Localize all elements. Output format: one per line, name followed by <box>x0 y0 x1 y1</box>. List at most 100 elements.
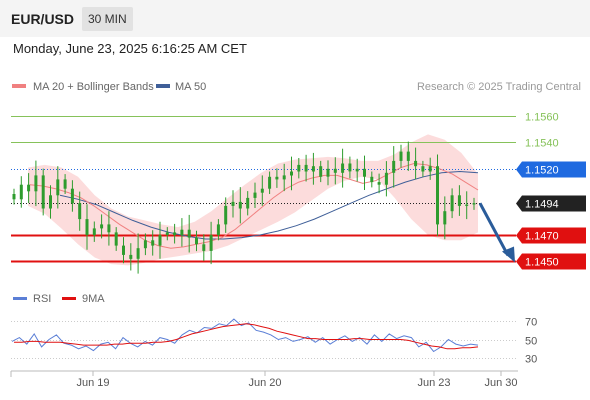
candle-body <box>275 176 279 180</box>
candle-body <box>209 235 213 251</box>
ma20-legend-label: MA 20 + Bollinger Bands <box>33 81 154 93</box>
candle-body <box>202 244 206 251</box>
candle-body <box>304 164 308 172</box>
ma50-legend-swatch <box>156 84 170 88</box>
candle-body <box>92 228 96 235</box>
candle-body <box>122 245 125 255</box>
candle-body <box>246 197 250 209</box>
level-label-box <box>516 195 586 212</box>
candles <box>12 141 476 274</box>
candle-body <box>370 176 374 183</box>
rsi-tick-label: 30 <box>525 354 537 366</box>
x-axis: Jun 19 Jun 20 Jun 23 Jun 30 <box>76 371 518 389</box>
rsi-legend-swatch <box>13 297 27 300</box>
candle-body <box>333 168 337 173</box>
candle-body <box>100 224 104 229</box>
candle-body <box>85 219 89 235</box>
level-label: 1.1540 <box>525 138 559 150</box>
candle-body <box>421 166 425 172</box>
candle-body <box>114 232 118 246</box>
rsi-legend: RSI 9MA <box>13 293 105 305</box>
level-label-box <box>516 227 586 244</box>
candle-body <box>238 201 242 209</box>
candle-body <box>319 166 323 177</box>
candle-body <box>70 188 74 204</box>
candle-body <box>129 254 133 259</box>
candle-body <box>311 166 315 172</box>
chart-header: EUR/USD 30 MIN <box>0 0 590 37</box>
candle-body <box>363 168 366 177</box>
candle-body <box>450 195 454 212</box>
ma20-legend-swatch <box>12 84 26 88</box>
ma50-legend-label: MA 50 <box>175 81 206 93</box>
rsi-tick-label: 50 <box>525 336 537 348</box>
level-label-box <box>516 253 586 270</box>
candle-body <box>428 166 432 172</box>
x-tick-label: Jun 20 <box>248 377 281 389</box>
level-label-box <box>516 161 586 178</box>
candle-body <box>297 164 301 172</box>
x-tick-label: Jun 30 <box>484 377 517 389</box>
candle-body <box>19 184 23 200</box>
candle-body <box>49 195 52 209</box>
candle-body <box>341 163 345 173</box>
rsi-ma-legend-label: 9MA <box>82 293 105 305</box>
forecast-arrow <box>478 202 515 263</box>
candle-body <box>377 182 381 185</box>
ma20-line <box>29 162 479 249</box>
level-label: 1.1560 <box>525 112 559 124</box>
credit-text: Research © 2025 Trading Central <box>417 81 581 93</box>
candle-body <box>253 192 257 198</box>
candle-body <box>260 188 264 193</box>
candle-body <box>107 224 111 233</box>
candle-body <box>414 160 418 167</box>
candle-body <box>290 171 293 176</box>
candle-body <box>465 204 469 206</box>
timeframe-button[interactable]: 30 MIN <box>82 7 133 31</box>
rsi-grid: 70 50 30 <box>11 317 537 366</box>
rsi-ma-legend-swatch <box>62 297 76 300</box>
candle-body <box>143 240 147 249</box>
rsi-ma-line <box>14 323 479 350</box>
candle-body <box>457 195 461 206</box>
candle-body <box>231 201 235 206</box>
candle-body <box>384 172 388 185</box>
candle-body <box>443 211 447 225</box>
price-legend: MA 20 + Bollinger Bands MA 50 <box>12 81 206 93</box>
candle-body <box>151 240 155 246</box>
candle-body <box>268 176 272 189</box>
candle-body <box>224 205 228 225</box>
rsi-tick-label: 70 <box>525 317 537 329</box>
candle-body <box>195 237 198 245</box>
candle-body <box>436 166 439 225</box>
candle-body <box>12 194 16 200</box>
x-tick-label: Jun 19 <box>76 377 109 389</box>
candle-body <box>34 175 38 192</box>
candle-body <box>355 168 359 172</box>
candle-body <box>216 224 220 235</box>
candle-body <box>406 151 410 161</box>
candle-body <box>27 184 31 192</box>
candle-body <box>63 179 67 189</box>
rsi-legend-label: RSI <box>33 293 51 305</box>
level-label: 1.1450 <box>525 257 559 269</box>
ma50-line <box>59 170 479 240</box>
candle-body <box>187 229 191 238</box>
bollinger-bands <box>28 134 478 266</box>
candle-body <box>56 179 60 196</box>
candle-body <box>392 160 396 173</box>
candle-body <box>165 232 169 235</box>
candle-body <box>78 203 82 220</box>
candle-body <box>136 248 140 259</box>
candle-body <box>180 229 184 235</box>
x-tick-label: Jun 23 <box>417 377 450 389</box>
candle-body <box>326 168 330 177</box>
candle-body <box>472 203 476 205</box>
level-label: 1.1470 <box>525 231 559 243</box>
candle-body <box>282 175 286 180</box>
instrument-symbol: EUR/USD <box>11 11 75 27</box>
level-label: 1.1494 <box>525 199 559 211</box>
level-label: 1.1520 <box>525 165 559 177</box>
